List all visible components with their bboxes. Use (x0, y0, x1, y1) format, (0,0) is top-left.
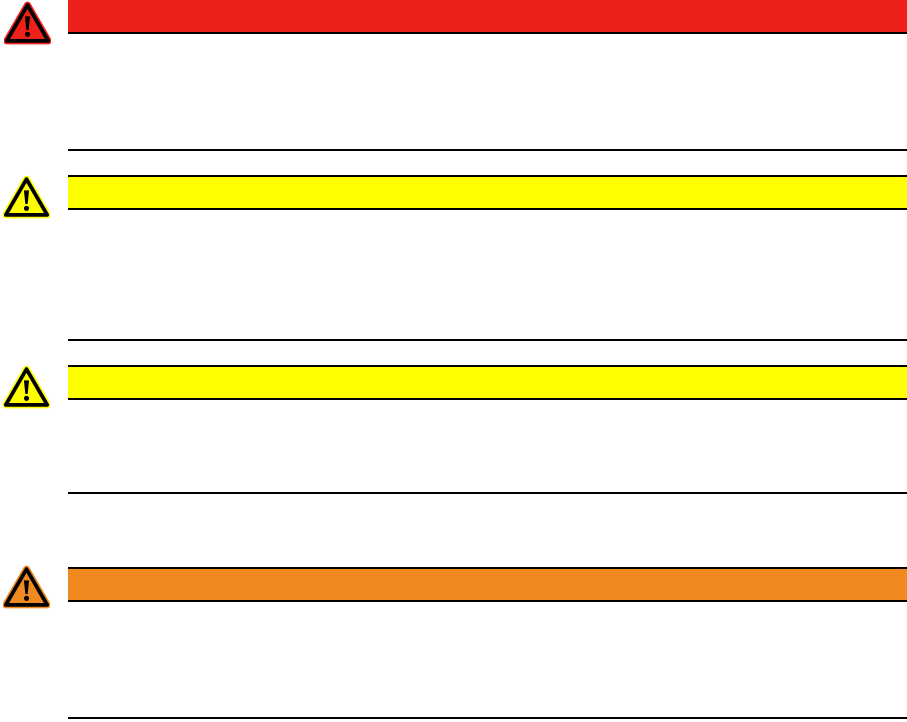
exclamation-dot (23, 595, 30, 601)
red-alert-banner (68, 0, 907, 34)
warning-triangle-icon (3, 565, 50, 609)
warning-triangle-icon (3, 175, 50, 219)
section-divider (68, 492, 907, 494)
orange-alert-banner (68, 567, 907, 602)
exclamation-dot (23, 395, 30, 401)
warning-triangle-icon (4, 1, 51, 45)
yellow-alert-banner-1 (68, 175, 907, 210)
exclamation-bar (24, 16, 31, 31)
exclamation-bar (23, 190, 30, 205)
exclamation-bar (23, 380, 30, 395)
warning-triangle-icon (3, 365, 50, 409)
yellow-alert-banner-2 (68, 365, 907, 400)
section-divider (68, 149, 907, 151)
section-divider (68, 717, 907, 719)
exclamation-dot (23, 205, 30, 211)
exclamation-bar (23, 580, 30, 595)
exclamation-dot (24, 31, 31, 37)
section-divider (68, 339, 907, 341)
